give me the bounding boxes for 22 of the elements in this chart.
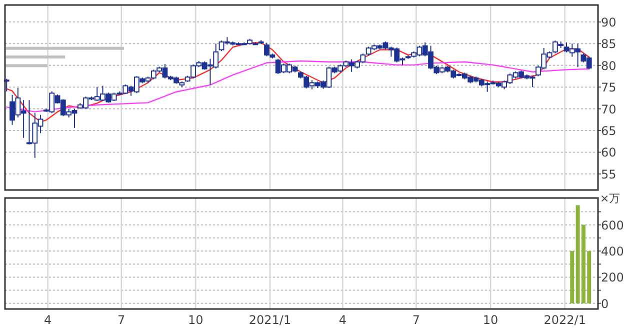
y-tick-label: 55 <box>601 167 616 182</box>
y-tick-label: 90 <box>601 15 616 30</box>
y-tick-label: 60 <box>601 146 616 160</box>
x-tick-label: 4 <box>44 313 52 327</box>
y-tick-label: 70 <box>601 102 616 116</box>
y-tick-label: 65 <box>601 124 616 138</box>
x-tick-label: 10 <box>188 313 204 327</box>
x-tick-label: 7 <box>118 313 126 327</box>
y-tick-label: 600 <box>601 218 624 232</box>
x-tick-label: 2022/1 <box>544 313 586 327</box>
x-tick-label: 10 <box>482 313 498 327</box>
y-tick-label: 75 <box>601 80 616 95</box>
y-tick-label: 400 <box>601 244 624 259</box>
y-tick-label: 0 <box>601 296 609 311</box>
x-tick-label: 2021/1 <box>248 313 292 327</box>
y-tick-label: 200 <box>601 270 624 285</box>
y-axis-title: ×万 <box>600 192 620 205</box>
x-tick-label: 4 <box>338 313 347 327</box>
x-tick-label: 7 <box>412 313 420 327</box>
y-tick-label: 85 <box>601 37 616 52</box>
y-tick-label: 80 <box>601 58 616 73</box>
bar <box>570 251 574 304</box>
